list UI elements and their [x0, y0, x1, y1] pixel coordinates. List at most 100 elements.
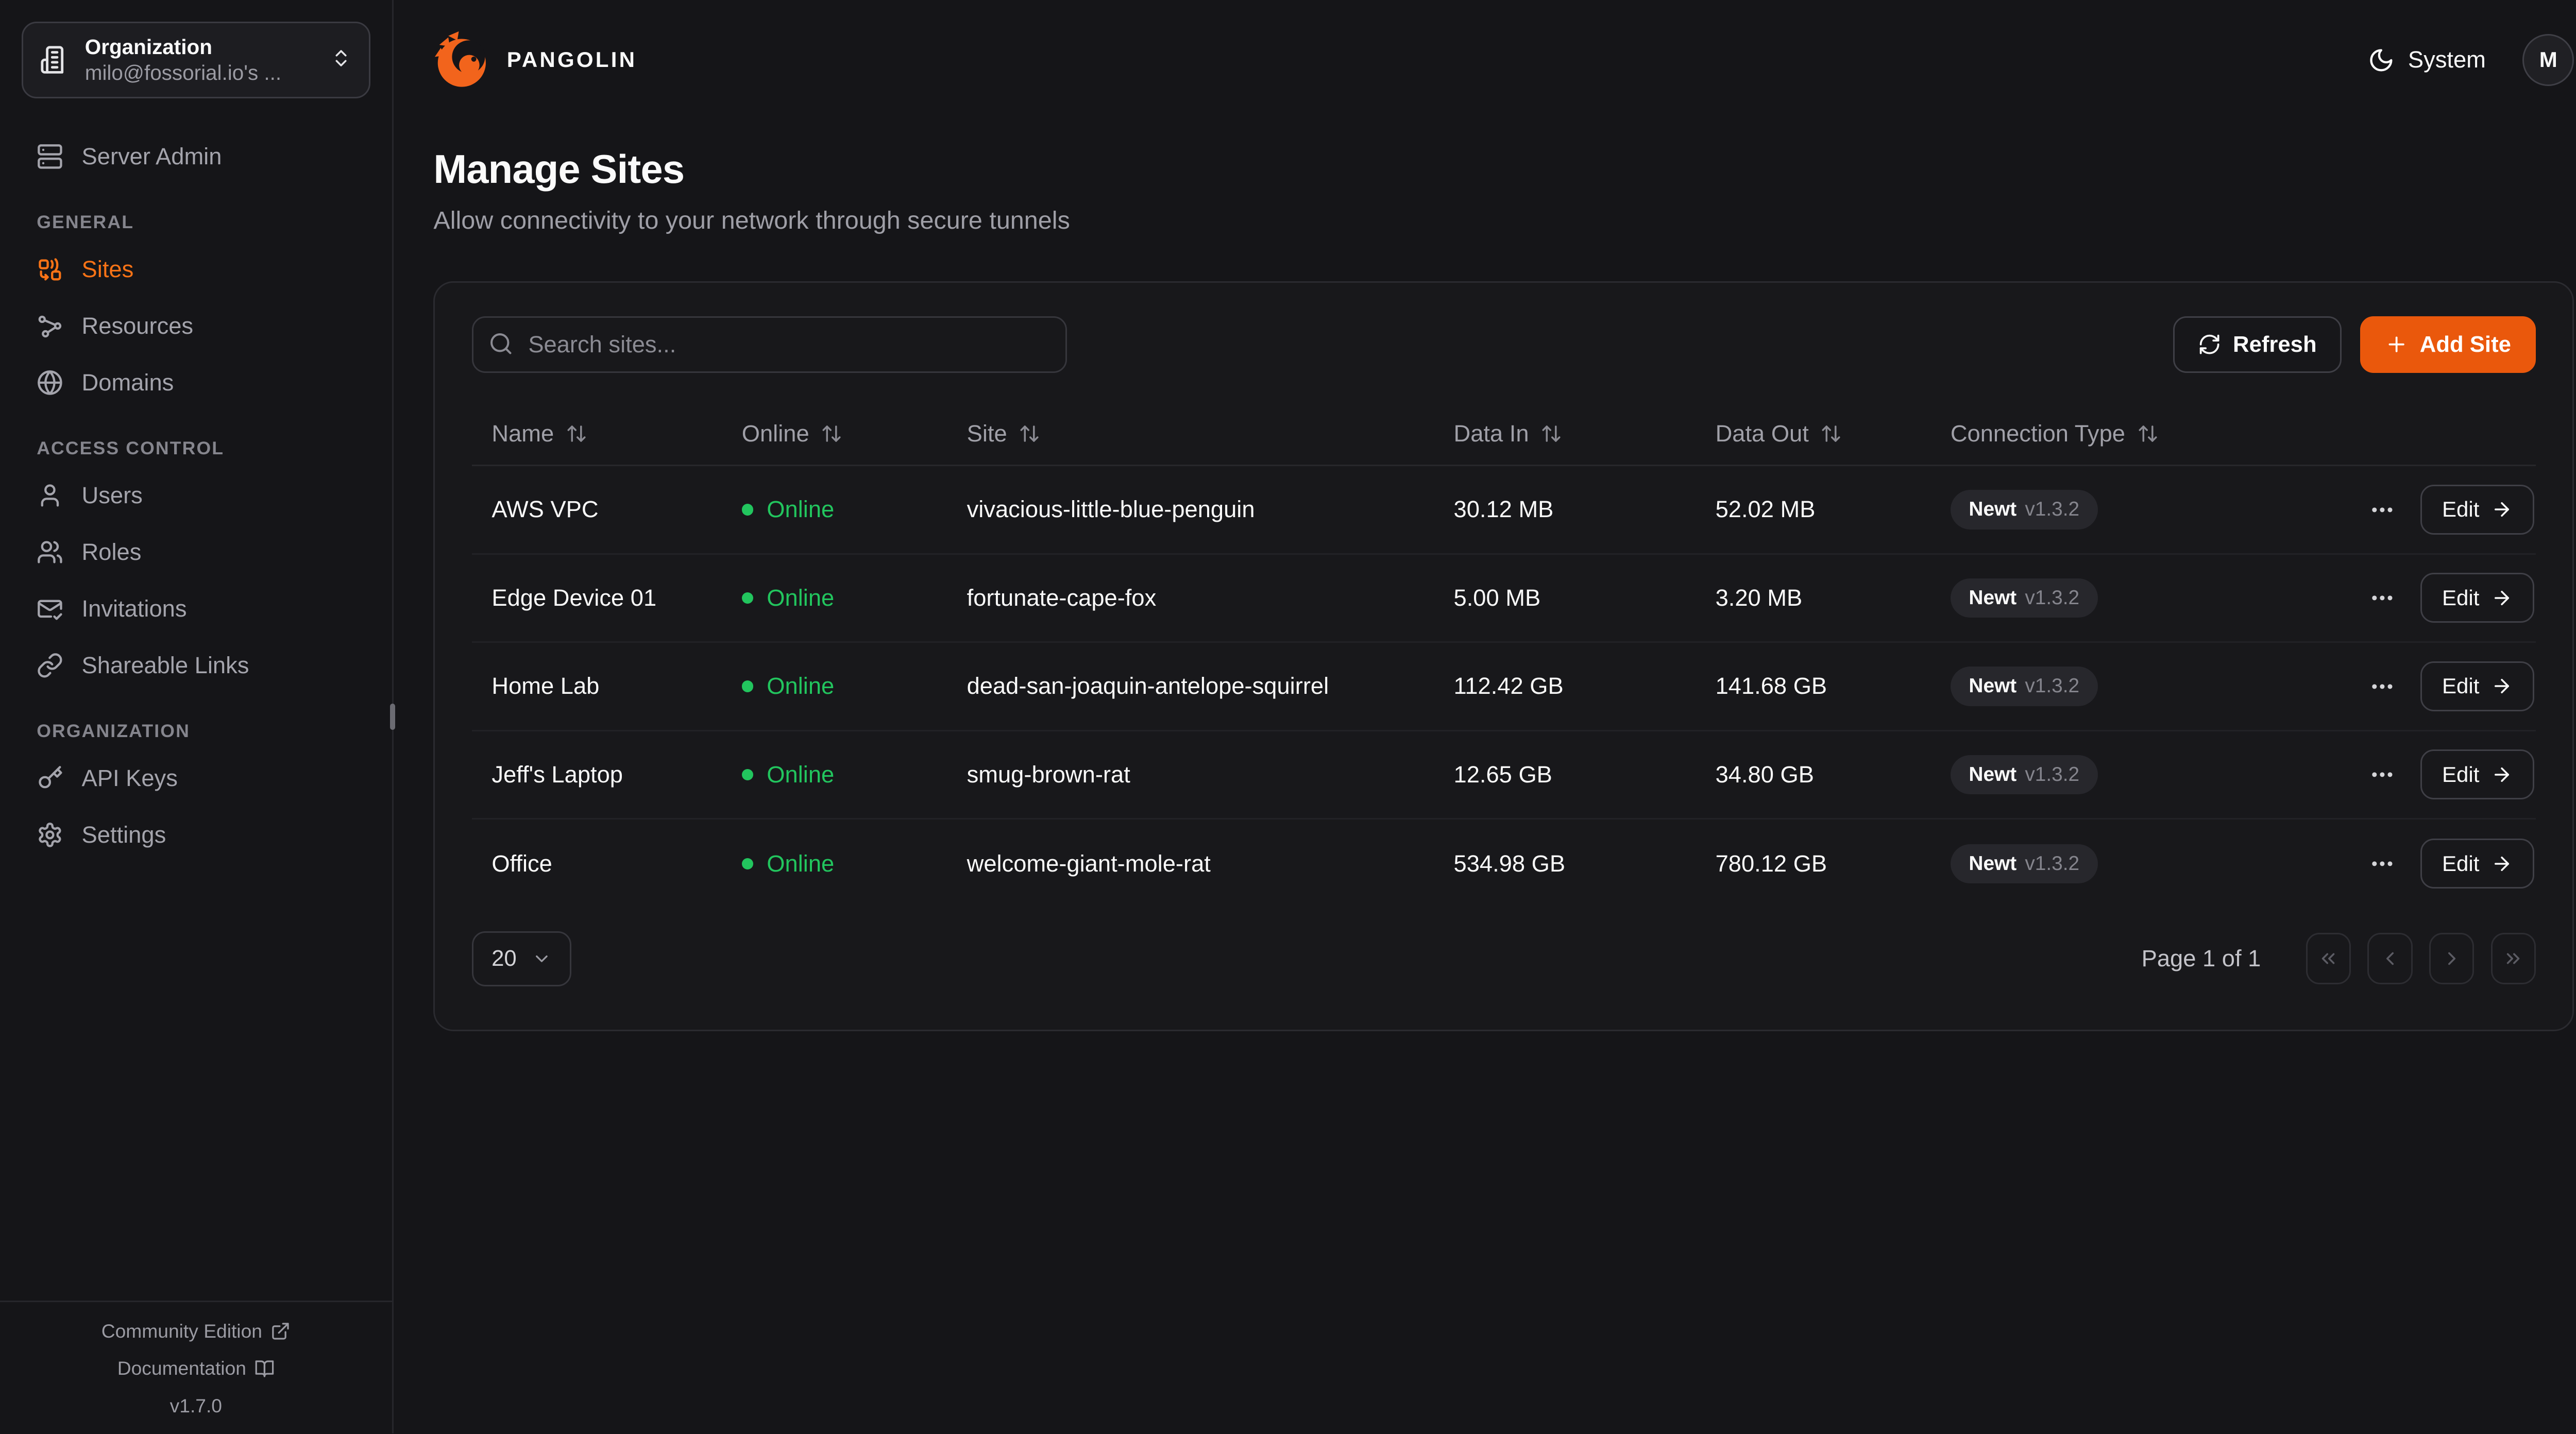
- site-slug: welcome-giant-mole-rat: [967, 850, 1211, 877]
- table-row: Home Lab Online dead-san-joaquin-antelop…: [471, 643, 2536, 731]
- sidebar: Organization milo@fossorial.io's ... Ser…: [0, 0, 396, 1433]
- data-in: 112.42 GB: [1453, 673, 1564, 699]
- table-row: Jeff's Laptop Online smug-brown-rat 12.6…: [471, 731, 2536, 820]
- edit-button[interactable]: Edit: [2420, 749, 2534, 800]
- site-slug: dead-san-joaquin-antelope-squirrel: [967, 673, 1329, 699]
- sidebar-nav: Server Admin GENERAL Sites Resources: [0, 98, 392, 863]
- page-title: Manage Sites: [433, 147, 685, 192]
- site-name: Home Lab: [492, 673, 600, 699]
- row-menu-button[interactable]: [2369, 761, 2396, 788]
- row-menu-button[interactable]: [2369, 673, 2396, 700]
- column-header-site[interactable]: Site: [947, 420, 1434, 447]
- connection-type-badge: Newt v1.3.2: [1950, 844, 2098, 884]
- first-page-button[interactable]: [2306, 933, 2351, 985]
- row-menu-button[interactable]: [2369, 585, 2396, 611]
- column-header-name[interactable]: Name: [472, 420, 722, 447]
- chevron-right-icon: [2448, 952, 2455, 965]
- add-site-button[interactable]: Add Site: [2360, 316, 2536, 373]
- arrow-right-icon: [2495, 856, 2510, 871]
- sites-icon: [39, 258, 61, 281]
- arrow-right-icon: [2495, 679, 2510, 694]
- resources-icon: [38, 316, 62, 338]
- arrow-right-icon: [2495, 590, 2510, 605]
- org-switcher-value: milo@fossorial.io's ...: [84, 61, 282, 85]
- ellipsis-icon: [2372, 772, 2393, 777]
- connection-type-badge: Newt v1.3.2: [1950, 667, 2098, 706]
- community-edition-link[interactable]: Community Edition: [101, 1320, 291, 1342]
- sidebar-item-shareable-links[interactable]: Shareable Links: [20, 637, 372, 694]
- data-out: 3.20 MB: [1715, 584, 1803, 611]
- row-menu-button[interactable]: [2369, 850, 2396, 877]
- row-menu-button[interactable]: [2369, 497, 2396, 523]
- topbar: PANGOLIN System M: [394, 0, 2576, 120]
- sidebar-item-sites[interactable]: Sites: [20, 241, 372, 298]
- online-status: Online: [722, 585, 947, 611]
- ellipsis-icon: [2372, 684, 2393, 689]
- data-in: 30.12 MB: [1453, 496, 1554, 523]
- server-icon: [38, 144, 62, 169]
- external-link-icon: [272, 1323, 289, 1340]
- refresh-button[interactable]: Refresh: [2173, 316, 2342, 373]
- refresh-icon: [2199, 335, 2219, 354]
- key-icon: [39, 766, 62, 789]
- building-icon: [41, 46, 64, 74]
- sidebar-item-roles[interactable]: Roles: [20, 524, 372, 581]
- sort-icon: [1822, 425, 1841, 442]
- sort-icon: [1542, 425, 1561, 442]
- data-out: 141.68 GB: [1715, 673, 1827, 699]
- sort-icon: [1020, 425, 1039, 442]
- sidebar-item-domains[interactable]: Domains: [20, 354, 372, 411]
- online-dot: [741, 769, 754, 781]
- main-area: PANGOLIN System M Manage Sites Allow con…: [394, 0, 2576, 1433]
- last-page-button[interactable]: [2490, 933, 2536, 985]
- theme-toggle[interactable]: System: [2368, 46, 2486, 73]
- sidebar-item-server-admin[interactable]: Server Admin: [20, 128, 372, 185]
- column-header-data-out[interactable]: Data Out: [1696, 420, 1930, 447]
- sidebar-item-invitations[interactable]: Invitations: [20, 581, 372, 637]
- online-status: Online: [722, 761, 947, 788]
- sidebar-item-api-keys[interactable]: API Keys: [20, 750, 372, 807]
- sidebar-item-settings[interactable]: Settings: [20, 807, 372, 863]
- online-dot: [741, 592, 754, 604]
- connection-type-badge: Newt v1.3.2: [1950, 490, 2098, 530]
- edit-button[interactable]: Edit: [2420, 573, 2534, 623]
- previous-page-button[interactable]: [2367, 933, 2413, 985]
- site-name: Edge Device 01: [492, 584, 657, 611]
- sites-table: Name Online Site Data In Data Ou: [471, 403, 2536, 908]
- sidebar-item-resources[interactable]: Resources: [20, 298, 372, 354]
- ellipsis-icon: [2372, 507, 2393, 512]
- org-switcher[interactable]: Organization milo@fossorial.io's ...: [22, 22, 370, 98]
- section-label-general: GENERAL: [37, 211, 134, 232]
- data-in: 5.00 MB: [1453, 584, 1541, 611]
- table-row: Office Online welcome-giant-mole-rat 534…: [472, 820, 2536, 908]
- arrow-right-icon: [2495, 502, 2510, 517]
- data-out: 34.80 GB: [1715, 761, 1814, 788]
- org-switcher-label: Organization: [84, 35, 212, 59]
- column-header-online[interactable]: Online: [722, 420, 947, 447]
- moon-icon: [2370, 48, 2393, 72]
- online-status: Online: [722, 850, 947, 877]
- sidebar-item-users[interactable]: Users: [20, 467, 372, 524]
- next-page-button[interactable]: [2429, 933, 2475, 985]
- edit-button[interactable]: Edit: [2420, 484, 2534, 535]
- documentation-link[interactable]: Documentation: [117, 1357, 275, 1379]
- edit-button[interactable]: Edit: [2420, 839, 2534, 889]
- column-header-connection-type[interactable]: Connection Type: [1930, 420, 2312, 447]
- search-input[interactable]: [471, 316, 1067, 373]
- page-size-select[interactable]: 20: [471, 931, 572, 986]
- avatar[interactable]: M: [2522, 34, 2574, 86]
- link-icon: [38, 653, 62, 678]
- users-icon: [38, 541, 62, 564]
- data-out: 780.12 GB: [1715, 850, 1827, 877]
- column-header-data-in[interactable]: Data In: [1434, 420, 1696, 447]
- sort-icon: [822, 425, 841, 442]
- connection-type-badge: Newt v1.3.2: [1950, 578, 2098, 618]
- edit-button[interactable]: Edit: [2420, 661, 2534, 711]
- sidebar-resize-handle[interactable]: [390, 703, 396, 730]
- arrow-right-icon: [2495, 767, 2510, 782]
- online-dot: [741, 680, 754, 692]
- chevrons-left-icon: [2322, 953, 2335, 964]
- section-label-access-control: ACCESS CONTROL: [37, 437, 225, 458]
- chevrons-up-down-icon: [330, 44, 352, 75]
